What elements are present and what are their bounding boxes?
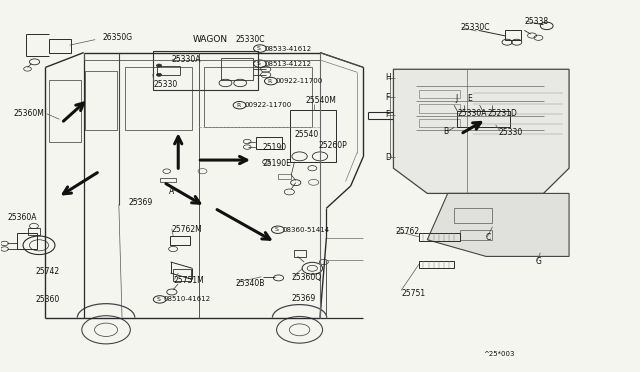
Bar [170,236,190,245]
Text: 25540: 25540 [294,129,319,139]
Bar [419,105,461,113]
Text: 08533-41612: 08533-41612 [264,45,312,51]
Text: 25330C: 25330C [236,35,265,44]
Bar [419,233,461,241]
Text: R: R [236,103,241,108]
Text: 25190: 25190 [262,142,287,151]
Text: 25360A: 25360A [7,213,36,222]
Bar [49,80,81,141]
Bar [290,110,336,162]
Text: 25742: 25742 [36,267,60,276]
Text: E: E [467,94,472,103]
Text: 25540M: 25540M [306,96,337,105]
Bar [505,30,521,40]
Polygon shape [394,69,569,193]
Text: 25260P: 25260P [318,141,347,150]
Text: 25338: 25338 [524,17,548,26]
Text: 08360-51414: 08360-51414 [282,227,330,233]
Bar [256,137,282,149]
Text: D: D [385,153,391,161]
Bar [125,67,192,131]
Text: WAGON: WAGON [192,35,227,44]
Text: 08510-41612: 08510-41612 [164,296,211,302]
Bar [419,90,461,98]
Text: F: F [385,93,390,102]
Text: 25330: 25330 [154,80,178,89]
Text: S: S [157,297,161,302]
Text: 25360: 25360 [36,295,60,304]
Circle shape [157,73,162,76]
Text: F: F [385,110,390,119]
Text: 00922-11700: 00922-11700 [275,78,323,84]
Text: 25369: 25369 [291,294,316,303]
Text: 26350G: 26350G [103,33,133,42]
Bar [49,39,71,53]
Text: 25369: 25369 [129,198,153,207]
Bar [461,231,492,240]
Bar [153,51,258,90]
Bar [161,178,176,182]
Text: 25751M: 25751M [173,276,204,285]
Bar [173,269,191,280]
Text: 08513-41212: 08513-41212 [264,61,312,67]
Text: A: A [169,187,174,196]
Bar [221,58,253,80]
Bar [17,234,37,249]
Text: H: H [385,73,391,82]
Text: 00922-11700: 00922-11700 [244,102,292,108]
Bar [28,228,40,235]
Bar [85,71,117,131]
Text: 25360Q: 25360Q [291,273,321,282]
Text: 25762M: 25762M [172,225,203,234]
Bar [294,250,306,257]
Text: 25762: 25762 [396,227,419,236]
Text: 25231D: 25231D [487,109,517,118]
Text: C: C [486,233,492,243]
Circle shape [157,64,162,67]
Text: B: B [444,126,449,136]
Text: R: R [268,78,271,84]
Text: 25330C: 25330C [461,23,490,32]
Text: S: S [257,46,260,51]
Text: 25360M: 25360M [13,109,44,118]
Bar [458,111,509,127]
Text: 25190E: 25190E [262,159,291,168]
Text: 25751: 25751 [401,289,425,298]
Text: S: S [257,61,260,66]
Polygon shape [428,193,569,256]
Text: J: J [456,94,458,103]
Text: 25330A: 25330A [172,55,202,64]
Bar [278,174,291,179]
Text: 25340B: 25340B [236,279,265,288]
Text: ^25*003: ^25*003 [483,350,515,356]
Text: S: S [275,227,278,232]
Bar [204,67,312,127]
Bar [419,119,461,128]
Text: G: G [536,257,541,266]
Text: 25330: 25330 [499,128,523,137]
Bar [454,208,492,223]
Bar [419,261,454,267]
Text: 25330A: 25330A [458,109,487,118]
